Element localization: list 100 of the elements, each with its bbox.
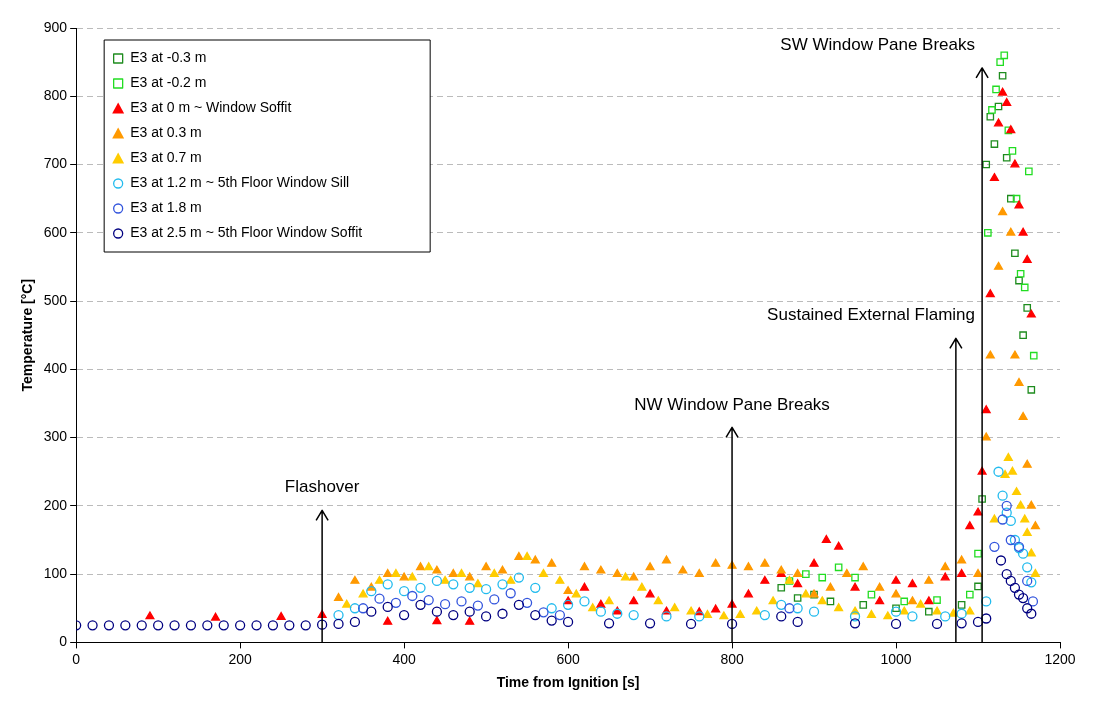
point <box>1016 269 1025 278</box>
point <box>985 289 995 298</box>
point <box>1011 249 1019 258</box>
point <box>382 601 393 613</box>
y-tick-label: 0 <box>59 633 68 650</box>
point <box>480 584 492 595</box>
point <box>521 597 533 608</box>
point <box>448 609 459 621</box>
point <box>342 599 352 608</box>
point <box>984 228 992 237</box>
point <box>546 615 557 626</box>
point <box>989 541 1000 552</box>
point <box>1003 452 1013 461</box>
point <box>1017 548 1029 559</box>
point <box>596 599 606 608</box>
point <box>940 562 950 571</box>
x-tick-label: 1000 <box>880 650 912 667</box>
point <box>989 173 999 182</box>
point <box>986 112 995 121</box>
point <box>678 565 688 574</box>
point <box>685 618 697 630</box>
point <box>464 582 475 593</box>
legend-label: E3 at 0.3 m <box>130 124 202 141</box>
point <box>644 618 656 629</box>
point <box>374 575 385 584</box>
point <box>497 565 508 574</box>
point <box>415 582 426 593</box>
point <box>399 572 409 581</box>
x-tick-label: 600 <box>556 650 580 667</box>
point <box>760 575 770 584</box>
point <box>995 555 1007 566</box>
point <box>851 573 859 582</box>
point <box>571 589 581 598</box>
point <box>711 604 721 613</box>
point <box>629 596 639 605</box>
point <box>1006 227 1016 236</box>
point <box>629 572 639 581</box>
y-tick-label: 900 <box>43 18 68 35</box>
point <box>972 616 984 628</box>
y-tick-label: 300 <box>43 428 68 445</box>
point <box>407 572 417 581</box>
x-tick-label: 0 <box>72 650 81 667</box>
point <box>719 611 729 620</box>
point <box>185 620 197 631</box>
point <box>907 596 917 605</box>
point <box>234 620 246 631</box>
point <box>907 579 917 588</box>
point <box>210 612 221 621</box>
point <box>858 562 868 571</box>
point <box>932 606 942 615</box>
point <box>1027 596 1039 607</box>
point <box>670 603 680 612</box>
point <box>1022 459 1032 468</box>
point <box>218 620 229 631</box>
point <box>859 601 868 609</box>
ref-line-label: SW Window Pane Breaks <box>780 35 976 55</box>
point <box>867 590 876 599</box>
point <box>924 607 933 616</box>
point <box>480 611 492 622</box>
point <box>965 521 975 530</box>
point <box>834 603 844 612</box>
point <box>169 620 180 631</box>
point <box>752 606 762 615</box>
ref-line-label: NW Window Pane Breaks <box>634 394 830 414</box>
point <box>776 565 786 574</box>
point <box>1001 507 1012 518</box>
point <box>423 594 434 606</box>
point <box>300 620 311 631</box>
point <box>431 606 443 617</box>
point <box>997 514 1008 525</box>
point <box>456 596 467 607</box>
point <box>743 589 753 598</box>
point <box>996 58 1004 66</box>
point <box>383 616 393 625</box>
point <box>1010 350 1020 359</box>
point <box>834 563 843 572</box>
point <box>333 618 344 630</box>
x-tick-label: 800 <box>720 650 744 667</box>
point <box>612 606 622 615</box>
point <box>103 620 115 631</box>
point <box>473 579 483 588</box>
point <box>603 618 615 629</box>
point <box>391 568 401 578</box>
point <box>612 568 622 578</box>
point <box>579 596 590 607</box>
point <box>637 582 647 591</box>
point <box>1019 331 1027 340</box>
point <box>817 596 827 605</box>
point <box>448 579 459 590</box>
point <box>448 568 458 578</box>
point <box>694 568 704 578</box>
point <box>120 620 131 631</box>
point <box>1020 514 1030 523</box>
point <box>432 565 442 574</box>
point <box>390 597 402 608</box>
point <box>1000 51 1009 60</box>
point <box>620 572 631 581</box>
point <box>1027 385 1036 394</box>
point <box>472 600 484 611</box>
point <box>661 611 672 622</box>
